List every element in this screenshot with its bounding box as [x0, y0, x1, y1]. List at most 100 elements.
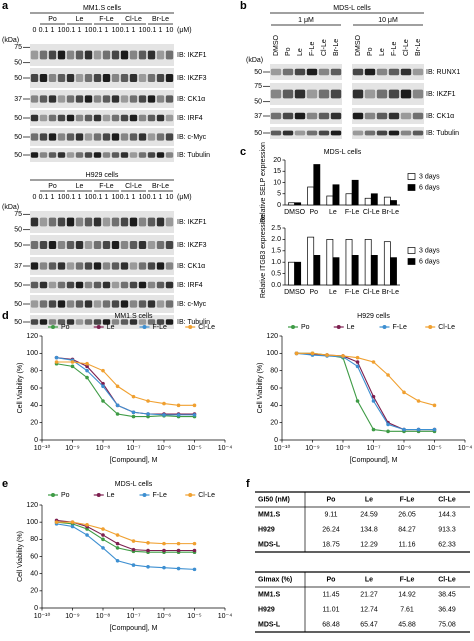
legend-label: F-Le	[153, 324, 168, 331]
legend-label: 6 days	[419, 258, 440, 265]
x-tick-label: 10⁻⁷	[366, 445, 380, 452]
blot-band	[48, 152, 57, 158]
data-point	[146, 399, 150, 403]
data-point	[115, 384, 120, 389]
x-tick-label: DMSO	[284, 289, 306, 296]
legend-label: F-Le	[393, 324, 408, 331]
data-point	[101, 368, 105, 373]
blot-band	[57, 133, 66, 141]
blot-band	[400, 89, 412, 99]
legend-marker	[51, 493, 55, 497]
lane-label: Br-Le	[415, 39, 422, 56]
blot-band	[352, 89, 364, 99]
blot-band	[412, 112, 424, 120]
table-cell: 26.05	[398, 511, 416, 518]
bar	[345, 193, 353, 206]
data-point	[402, 390, 406, 395]
blot-band	[138, 114, 147, 122]
lane-label: 10	[85, 27, 93, 34]
lane-label: 0.1	[66, 27, 76, 34]
blot-band	[111, 50, 120, 60]
blot-background	[270, 64, 342, 80]
blot-band	[129, 133, 138, 141]
blot-band	[57, 114, 66, 122]
series-line	[56, 523, 195, 570]
table-cell: 7.61	[400, 606, 414, 613]
data-point	[432, 403, 437, 408]
blot-band	[93, 300, 102, 308]
blot-band	[120, 152, 129, 158]
data-point	[176, 403, 181, 408]
blot-background	[30, 257, 174, 275]
legend-swatch	[407, 173, 416, 180]
y-tick-label: 0	[34, 605, 38, 612]
blot-band	[84, 95, 93, 103]
data-point	[146, 548, 150, 553]
blot-band	[388, 112, 400, 120]
ib-label: IB: CK1α	[426, 113, 454, 120]
y-tick-label: 20	[273, 157, 281, 164]
table-cell: 144.3	[438, 511, 456, 518]
blot-band	[412, 130, 424, 136]
y-axis-label: Cell Viability (%)	[17, 363, 24, 414]
blot-band	[138, 241, 147, 249]
blot-band	[156, 114, 165, 122]
blot-band	[306, 112, 318, 120]
panel-label: c	[240, 146, 246, 158]
kda-marker: 50	[14, 227, 22, 234]
dose-label: 1 μM	[298, 17, 314, 24]
blot-band	[120, 262, 129, 270]
blot-band	[66, 300, 75, 308]
blot-band	[376, 112, 388, 120]
lane-label: 10	[58, 27, 66, 34]
blot-band	[75, 241, 84, 249]
table-cell: H929	[258, 526, 275, 533]
blot-band	[294, 130, 306, 136]
table-cell: 45.88	[398, 621, 416, 628]
data-point	[70, 360, 75, 364]
table-cell: MM1.S	[258, 511, 281, 518]
table-cell: 12.74	[360, 606, 378, 613]
series-line	[56, 357, 195, 416]
lane-label: 10	[85, 194, 93, 201]
bar	[383, 241, 391, 286]
data-point	[192, 413, 197, 417]
blot-band	[111, 74, 120, 82]
data-point	[85, 375, 89, 380]
x-tick-label: 10⁻⁶	[157, 613, 171, 620]
kda-marker: 50	[254, 69, 262, 76]
data-point	[176, 413, 181, 417]
bar	[383, 196, 391, 206]
blot-band	[156, 74, 165, 82]
blot-band	[93, 152, 102, 158]
lane-label: 10	[112, 194, 120, 201]
legend-label: Le	[107, 492, 115, 499]
blot-band	[66, 241, 75, 249]
lane-label: 10	[166, 194, 174, 201]
y-tick-label: 100	[26, 519, 38, 526]
chart-title: H929 cells	[357, 313, 390, 320]
bar	[364, 197, 372, 206]
lane-label: 10	[166, 27, 174, 34]
blot-band	[75, 281, 84, 289]
bar	[307, 236, 315, 286]
y-tick-label: 80	[270, 368, 278, 375]
data-point	[115, 403, 120, 408]
lane-label: Po	[285, 47, 292, 56]
x-tick-label: 10⁻⁵	[187, 613, 201, 620]
legend-label: Cl-Le	[198, 324, 215, 331]
blot-band	[66, 50, 75, 60]
lane-label: 0	[33, 194, 37, 201]
blot-band	[84, 241, 93, 249]
blot-band	[102, 281, 111, 289]
y-tick-label: 2.0	[271, 236, 281, 243]
data-point	[146, 540, 150, 545]
y-tick-label: 20	[30, 588, 38, 595]
data-point	[192, 403, 197, 408]
blot-band	[120, 217, 129, 227]
table-cell: MM1.S	[258, 591, 281, 598]
lane-label: Br-Le	[333, 39, 340, 56]
blot-band	[282, 89, 294, 99]
kda-marker: 50	[14, 60, 22, 67]
